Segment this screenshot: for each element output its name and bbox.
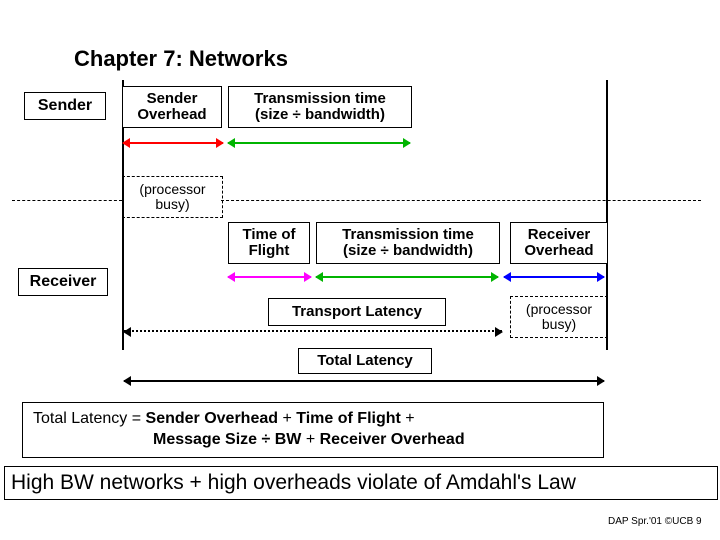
divider-left: [12, 200, 122, 201]
transmission-time-1-box: Transmission time (size ÷ bandwidth): [228, 86, 412, 128]
time-of-flight-arrow: [228, 276, 311, 278]
sender-overhead-arrow: [123, 142, 223, 144]
divider-right: [221, 200, 701, 201]
total-latency-formula: Total Latency = Sender Overhead + Time o…: [22, 402, 604, 458]
receiver-overhead-arrow: [504, 276, 604, 278]
transmission-2-arrow: [316, 276, 498, 278]
transmission-1-arrow: [228, 142, 410, 144]
receiver-box: Receiver: [18, 268, 108, 296]
formula-line-2: Message Size ÷ BW + Receiver Overhead: [153, 431, 465, 448]
sender-overhead-box: Sender Overhead: [122, 86, 222, 128]
formula-line-1: Total Latency = Sender Overhead + Time o…: [33, 410, 415, 427]
time-of-flight-box: Time of Flight: [228, 222, 310, 264]
transport-latency-box: Transport Latency: [268, 298, 446, 326]
processor-busy-1: (processor busy): [122, 176, 223, 218]
sender-box: Sender: [24, 92, 106, 120]
total-latency-box: Total Latency: [298, 348, 432, 374]
processor-busy-2: (processor busy): [510, 296, 608, 338]
transmission-time-2-box: Transmission time (size ÷ bandwidth): [316, 222, 500, 264]
total-latency-arrow: [124, 380, 604, 382]
chapter-title: Chapter 7: Networks: [74, 46, 288, 72]
receiver-overhead-box: Receiver Overhead: [510, 222, 608, 264]
amdahl-law-note: High BW networks + high overheads violat…: [4, 466, 718, 500]
slide-footer: DAP Spr.'01 ©UCB 9: [608, 516, 702, 527]
transport-latency-arrow: [124, 330, 502, 332]
